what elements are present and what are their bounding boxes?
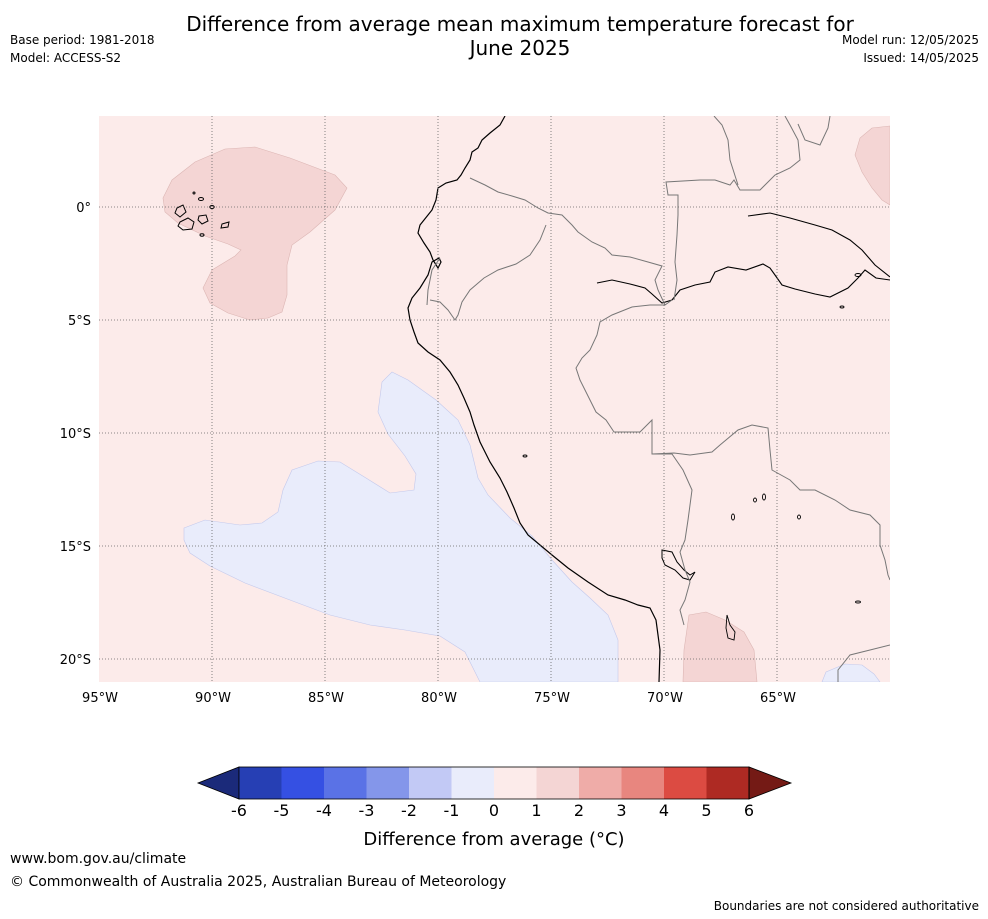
- amazon-river: [596, 263, 890, 304]
- colorbar-segment: [324, 767, 367, 799]
- latitude-labels: 0° 5°S 10°S 15°S 20°S: [60, 201, 91, 668]
- colorbar-tick-label: 3: [616, 801, 626, 820]
- chart-title: Difference from average mean maximum tem…: [150, 12, 890, 60]
- lon-tick-label: 75°W: [534, 691, 570, 706]
- colorbar-tick-label: 2: [574, 801, 584, 820]
- colorbar-tick-label: -1: [444, 801, 460, 820]
- lon-tick-label: 90°W: [195, 691, 231, 706]
- inland-water: [522, 273, 862, 641]
- lon-tick-label: 70°W: [647, 691, 683, 706]
- colorbar-tick-label: -4: [316, 801, 332, 820]
- chart-title-line2: June 2025: [469, 36, 571, 60]
- rio-negro: [747, 212, 890, 278]
- colorbar-tick-label: 4: [659, 801, 669, 820]
- colorbar-tick-label: 5: [701, 801, 711, 820]
- colorbar-segment: [664, 767, 707, 799]
- footer-copyright: © Commonwealth of Australia 2025, Austra…: [10, 874, 507, 890]
- longitude-labels: 95°W 90°W 85°W 80°W 75°W 70°W 65°W: [82, 691, 796, 706]
- lat-tick-label: 15°S: [60, 540, 91, 555]
- footer-boundaries-note: Boundaries are not considered authoritat…: [713, 899, 979, 913]
- anomaly-contours: [162, 116, 890, 682]
- colorbar-segment: [281, 767, 325, 799]
- lat-tick-label: 5°S: [68, 314, 91, 329]
- model-text: Model: ACCESS-S2: [10, 51, 122, 65]
- colorbar-segment: [239, 767, 282, 799]
- warm-region-south: [682, 611, 758, 682]
- lon-tick-label: 65°W: [760, 691, 796, 706]
- cool-region-southeast: [821, 663, 881, 682]
- map-gridlines: [99, 116, 890, 682]
- colorbar-tick-label: -5: [274, 801, 290, 820]
- colorbar-outline: [238, 766, 750, 800]
- lon-tick-label: 95°W: [82, 691, 118, 706]
- colorbar-segment: [366, 767, 410, 799]
- base-period-text: Base period: 1981-2018: [10, 33, 155, 47]
- colorbar-tick-label: 0: [489, 801, 499, 820]
- colorbar-segment: [494, 767, 537, 799]
- issued-text: Issued: 14/05/2025: [863, 51, 979, 65]
- colorbar-tick-label: -6: [231, 801, 247, 820]
- coastline: [407, 116, 661, 682]
- lon-tick-label: 80°W: [421, 691, 457, 706]
- lat-tick-label: 10°S: [60, 427, 91, 442]
- colorbar-extend-low: [196, 766, 240, 800]
- colorbar-tick-label: -2: [401, 801, 417, 820]
- lat-tick-label: 20°S: [60, 653, 91, 668]
- galapagos-islands: [174, 191, 230, 237]
- warm-region-galapagos: [162, 146, 348, 321]
- lat-tick-label: 0°: [76, 201, 91, 216]
- colorbar: [196, 766, 793, 800]
- colorbar-segment: [451, 767, 495, 799]
- cool-region-pacific: [183, 371, 619, 682]
- lon-tick-label: 85°W: [308, 691, 344, 706]
- metadata-left: Base period: 1981-2018 Model: ACCESS-S2: [10, 31, 155, 67]
- footer-url: www.bom.gov.au/climate: [10, 851, 187, 867]
- colorbar-label: Difference from average (°C): [363, 829, 624, 850]
- colorbar-tick-label: 6: [744, 801, 754, 820]
- colorbar-tick-label: 1: [531, 801, 541, 820]
- colorbar-tick-label: -3: [359, 801, 375, 820]
- model-run-text: Model run: 12/05/2025: [841, 33, 979, 47]
- warm-region-northeast: [854, 125, 890, 206]
- country-boundaries: [426, 116, 890, 682]
- colorbar-segment: [621, 767, 665, 799]
- metadata-right: Model run: 12/05/2025 Issued: 14/05/2025: [842, 31, 979, 67]
- colorbar-segment: [706, 767, 750, 799]
- colorbar-segment: [409, 767, 452, 799]
- colorbar-segment: [579, 767, 622, 799]
- colorbar-segment: [536, 767, 580, 799]
- colorbar-extend-high: [748, 766, 793, 800]
- lake-titicaca: [661, 549, 696, 581]
- colorbar-tick-labels: -6 -5 -4 -3 -2 -1 0 1 2 3 4 5 6: [231, 801, 754, 820]
- chart-title-line1: Difference from average mean maximum tem…: [186, 12, 854, 36]
